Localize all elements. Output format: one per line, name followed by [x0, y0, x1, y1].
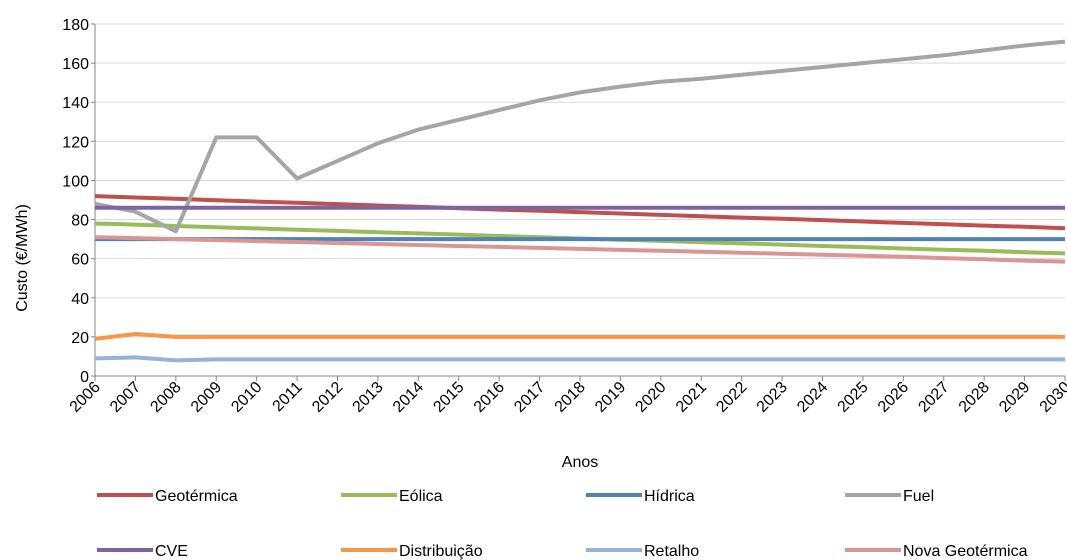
x-tick-label: 2028: [956, 379, 993, 416]
x-tick-label: 2026: [875, 379, 912, 416]
y-tick-label: 20: [71, 330, 89, 347]
x-tick-label: 2023: [754, 379, 791, 416]
legend-label: Fuel: [903, 488, 934, 505]
x-tick-label: 2006: [67, 379, 104, 416]
x-tick-label: 2024: [794, 379, 831, 416]
legend-label: Retalho: [644, 543, 699, 560]
x-tick-label: 2010: [228, 379, 265, 416]
x-tick-label: 2029: [996, 379, 1033, 416]
y-tick-label: 0: [80, 369, 89, 386]
x-tick-labels: 2006 2007 2008 2009 2010 2011 2012 2013 2014 2015…: [67, 379, 1067, 416]
legend-label: Hídrica: [644, 488, 695, 505]
series-line-3: [94, 39, 1066, 234]
legend-label: Nova Geotérmica: [903, 543, 1028, 560]
y-tick-label: 160: [62, 56, 89, 73]
series-line-6: [94, 355, 1065, 363]
legend-label: Geotérmica: [155, 488, 238, 505]
series-line-5: [94, 332, 1065, 341]
x-tick-label: 2015: [430, 379, 467, 416]
y-tick-label: 60: [71, 252, 89, 269]
legend-label: CVE: [155, 543, 188, 560]
x-tick-label: 2011: [270, 379, 306, 415]
series-line-7: [94, 235, 1066, 264]
x-axis-label: Anos: [562, 454, 598, 471]
x-tick-label: 2009: [188, 379, 225, 416]
y-axis-label: Custo (€/MWh): [14, 204, 31, 312]
x-tick-label: 2016: [471, 379, 508, 416]
x-tick-label: 2007: [107, 379, 144, 416]
x-tick-label: 2014: [390, 379, 427, 416]
x-tick-label: 2017: [511, 379, 548, 416]
x-tick-label: 2020: [632, 379, 669, 416]
y-tick-label: 180: [62, 17, 89, 34]
y-tick-label: 120: [62, 134, 89, 151]
x-tick-label: 2021: [673, 379, 710, 416]
series-line-0: [94, 194, 1066, 231]
y-tick-label: 40: [71, 291, 89, 308]
series-lines: [94, 39, 1066, 363]
y-tick-label: 100: [62, 173, 89, 190]
legend-label: Distribuição: [399, 543, 483, 560]
axes: [91, 23, 1066, 381]
y-tick-label: 80: [71, 213, 89, 230]
gridlines: [95, 23, 1065, 338]
x-tick-label: 2025: [835, 379, 872, 416]
y-tick-label: 140: [62, 95, 89, 112]
x-tick-label: 2019: [592, 379, 629, 416]
y-tick-labels: 0 20 40 60 80 100 120 140 160 180: [62, 17, 89, 386]
x-tick-label: 2008: [147, 379, 184, 416]
legend: Geotérmica Eólica Hídrica Fuel CVE Distribuiç…: [97, 488, 1028, 560]
x-tick-label: 2013: [350, 379, 387, 416]
x-tick-label: 2022: [713, 379, 750, 416]
legend-label: Eólica: [399, 488, 443, 505]
x-tick-label: 2018: [552, 379, 589, 416]
x-tick-label: 2027: [915, 379, 952, 416]
x-tick-label: 2030: [1037, 379, 1067, 416]
x-tick-label: 2012: [309, 379, 346, 416]
